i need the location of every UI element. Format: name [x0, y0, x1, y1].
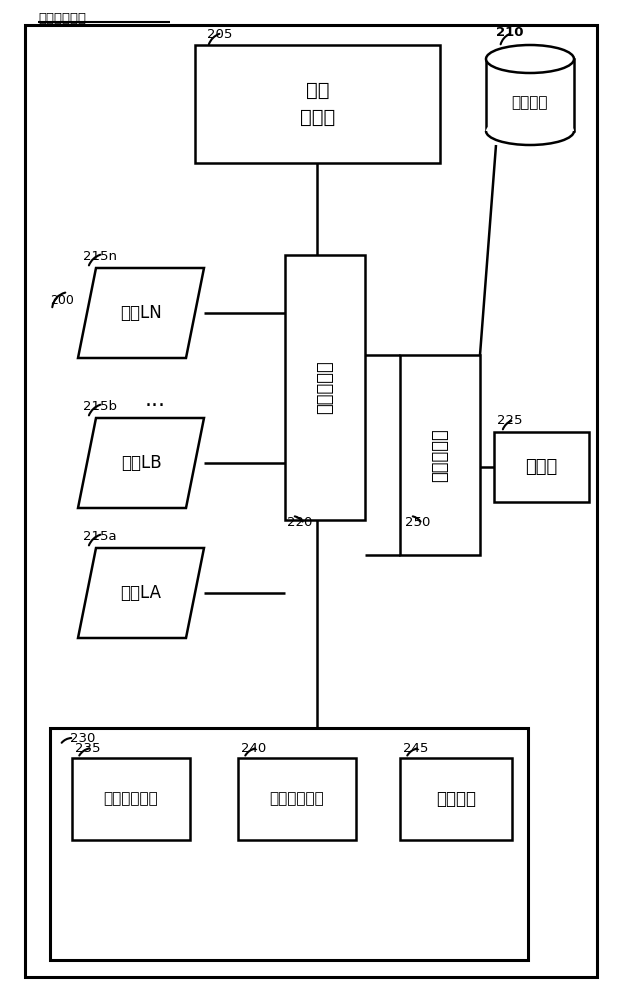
- Text: 235: 235: [75, 742, 101, 754]
- Polygon shape: [78, 268, 204, 358]
- Text: 相朼LB: 相朼LB: [121, 454, 161, 472]
- Text: 250: 250: [406, 516, 430, 528]
- Text: 230: 230: [70, 732, 95, 744]
- Bar: [486, 59, 574, 131]
- Ellipse shape: [486, 117, 574, 145]
- Text: 存储装置: 存储装置: [512, 96, 548, 110]
- Ellipse shape: [486, 45, 574, 73]
- Bar: [72, 758, 190, 840]
- Polygon shape: [78, 548, 204, 638]
- Bar: [494, 432, 589, 502]
- Text: 操作系统: 操作系统: [436, 790, 476, 808]
- Text: 215n: 215n: [83, 249, 117, 262]
- Text: 215b: 215b: [83, 399, 117, 412]
- Text: 显示器: 显示器: [526, 458, 558, 476]
- Text: 225: 225: [497, 414, 522, 426]
- Text: 220: 220: [287, 516, 313, 528]
- Text: 245: 245: [403, 742, 429, 754]
- Bar: [400, 355, 480, 555]
- Text: 相朼LA: 相朼LA: [121, 584, 162, 602]
- Text: 图像拼接模块: 图像拼接模块: [269, 792, 325, 806]
- Text: 捕捼控制模块: 捕捼控制模块: [104, 792, 159, 806]
- Text: 图像捕捼装置: 图像捕捼装置: [38, 11, 86, 24]
- Bar: [400, 758, 512, 840]
- Bar: [238, 758, 356, 840]
- Text: ...: ...: [144, 390, 165, 410]
- Text: 装置处理器: 装置处理器: [431, 428, 449, 482]
- Bar: [50, 728, 528, 960]
- Text: 工作
存储器: 工作 存储器: [300, 81, 335, 127]
- Text: 210: 210: [496, 26, 524, 39]
- Text: 相朼LN: 相朼LN: [120, 304, 162, 322]
- Bar: [285, 255, 365, 520]
- Text: 205: 205: [207, 28, 233, 41]
- Polygon shape: [78, 418, 204, 508]
- Text: 240: 240: [241, 742, 267, 754]
- Text: 200: 200: [50, 294, 74, 306]
- Text: 图像处理器: 图像处理器: [316, 361, 334, 414]
- Text: 215a: 215a: [83, 530, 117, 542]
- Bar: [195, 45, 440, 163]
